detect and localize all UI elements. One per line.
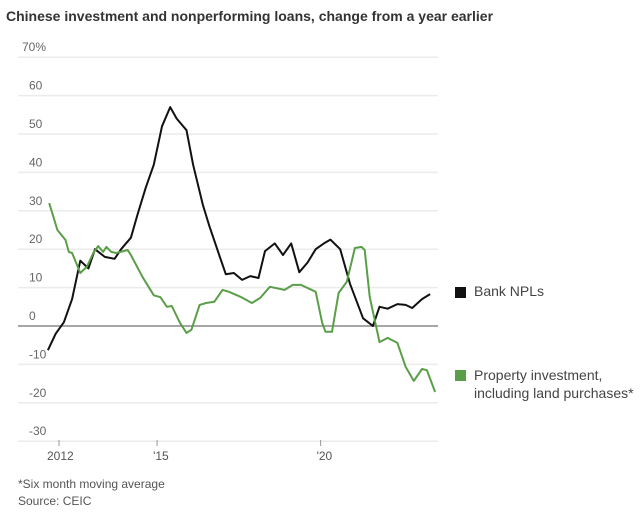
legend-item-bank-npls: Bank NPLs: [455, 283, 544, 299]
y-tick-label: 20: [29, 232, 43, 246]
legend-swatch-bank-npls: [455, 287, 466, 298]
y-tick-label: 40: [29, 155, 43, 169]
series-line-bank-npls: [46, 106, 431, 351]
legend-item-property-investment: Property investment, including land purc…: [455, 366, 640, 402]
y-tick-label: -10: [29, 347, 47, 361]
x-tick-label: '15: [153, 449, 169, 463]
series-line-property-investment: [48, 202, 437, 393]
y-tick-label: 0: [29, 309, 36, 323]
y-tick-label: -30: [29, 424, 47, 438]
y-tick-label: -20: [29, 386, 47, 400]
x-tick-label: '20: [317, 449, 333, 463]
footnote: *Six month moving average: [18, 477, 165, 491]
y-tick-label: 10: [29, 271, 43, 285]
y-tick-label: 70%: [22, 40, 46, 54]
legend-label-bank-npls: Bank NPLs: [474, 283, 545, 299]
legend-label-property-investment: Property investment, including land purc…: [474, 367, 634, 401]
source-note: Source: CEIC: [18, 494, 92, 508]
chart-title: Chinese investment and nonperforming loa…: [6, 8, 494, 24]
y-tick-label: 30: [29, 194, 43, 208]
y-tick-label: 50: [29, 117, 43, 131]
x-tick-label: 2012: [47, 449, 74, 463]
legend-swatch-property-investment: [455, 370, 466, 381]
y-tick-label: 60: [29, 79, 43, 93]
